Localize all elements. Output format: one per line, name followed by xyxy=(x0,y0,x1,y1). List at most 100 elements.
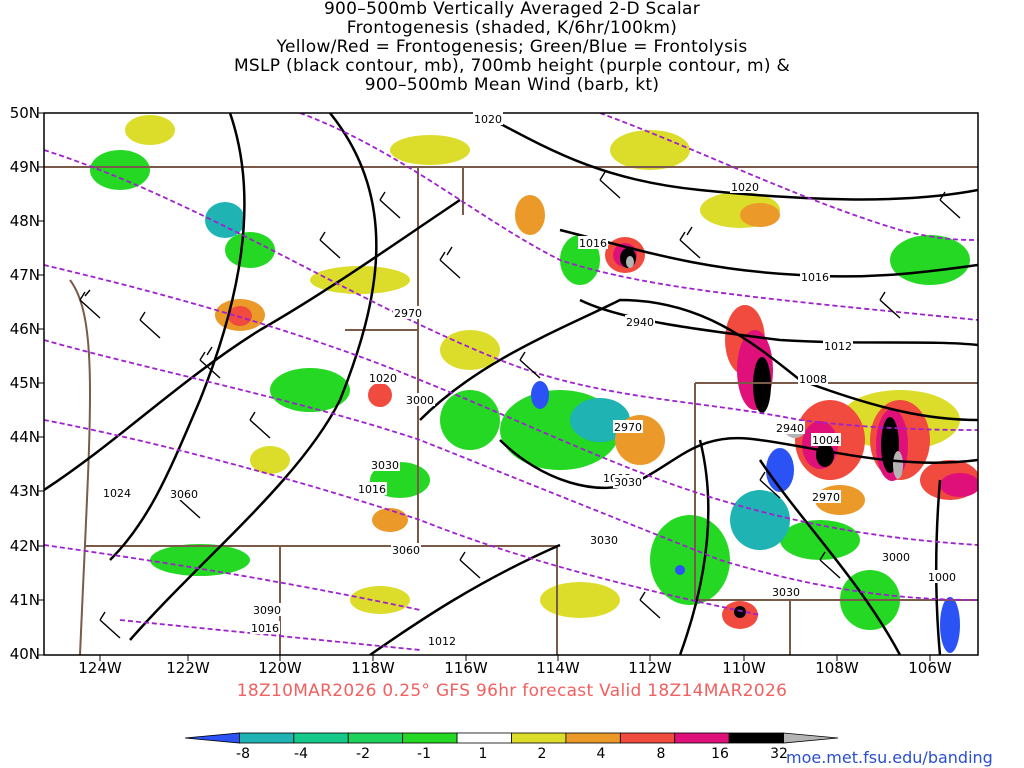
svg-text:2970: 2970 xyxy=(394,307,422,320)
svg-text:1016: 1016 xyxy=(251,622,279,635)
mslp-contour-label: 1008 xyxy=(798,372,828,386)
lon-label: 116W xyxy=(444,659,488,677)
height-contour-label: 2970 xyxy=(613,420,643,434)
colorbar-label: -1 xyxy=(417,746,431,762)
svg-text:2940: 2940 xyxy=(626,316,654,329)
mslp-contour-label: 1000 xyxy=(927,570,957,584)
lon-label: 114W xyxy=(536,659,580,677)
colorbar xyxy=(184,732,839,744)
svg-text:1000: 1000 xyxy=(928,571,956,584)
lon-label: 124W xyxy=(78,659,122,677)
colorbar-swatch xyxy=(728,732,784,744)
colorbar-label: -8 xyxy=(236,746,250,762)
height-contour-label: 3000 xyxy=(881,550,911,564)
mslp-contour-label: 1016 xyxy=(800,270,830,284)
credit-link[interactable]: moe.met.fsu.edu/banding xyxy=(786,748,993,767)
height-contour-label: 3030 xyxy=(771,585,801,599)
height-contour-label: 3060 xyxy=(391,543,421,557)
title-line-4: MSLP (black contour, mb), 700mb height (… xyxy=(233,56,791,76)
colorbar-label: -4 xyxy=(294,746,308,762)
height-contour-label: 3030 xyxy=(613,475,643,489)
height-contour-label: 3000 xyxy=(405,393,435,407)
svg-text:1012: 1012 xyxy=(428,635,456,648)
svg-text:1024: 1024 xyxy=(103,487,131,500)
svg-text:3090: 3090 xyxy=(253,604,281,617)
mslp-contour-label: 1016 xyxy=(357,482,387,496)
height-contour-label: 2970 xyxy=(393,306,423,320)
height-contour-label: 3030 xyxy=(589,533,619,547)
svg-text:1020: 1020 xyxy=(731,181,759,194)
lat-label: 44N xyxy=(9,428,40,446)
mslp-contour-label: 1012 xyxy=(823,339,853,353)
mslp-contour-label: 1024 xyxy=(102,486,132,500)
mslp-contour-label: 1016 xyxy=(578,236,608,250)
contour-label-layer: 1020102010161016101210081004100810201016… xyxy=(102,112,957,648)
svg-text:2940: 2940 xyxy=(776,422,804,435)
lon-label: 112W xyxy=(628,659,672,677)
svg-text:1012: 1012 xyxy=(824,340,852,353)
lat-label: 43N xyxy=(9,482,40,500)
svg-text:3000: 3000 xyxy=(406,394,434,407)
lon-label: 108W xyxy=(815,659,859,677)
mslp-contour-label: 1020 xyxy=(368,371,398,385)
colorbar-label: 4 xyxy=(596,746,606,762)
lon-label: 120W xyxy=(258,659,302,677)
lon-label: 118W xyxy=(351,659,395,677)
height-contour-label: 3030 xyxy=(370,458,400,472)
svg-text:3000: 3000 xyxy=(882,551,910,564)
mslp-contour-label: 1012 xyxy=(427,634,457,648)
title-line-1: 900–500mb Vertically Averaged 2-D Scalar xyxy=(323,0,701,19)
lat-label: 40N xyxy=(9,645,40,663)
lon-label: 110W xyxy=(722,659,766,677)
mslp-contour-label: 1016 xyxy=(250,621,280,635)
svg-text:3060: 3060 xyxy=(170,488,198,501)
colorbar-swatch xyxy=(293,732,349,744)
map-title: 900–500mb Vertically Averaged 2-D Scalar… xyxy=(0,0,1024,95)
lat-label: 46N xyxy=(9,320,40,338)
mslp-contours xyxy=(44,113,978,655)
height-contour-label: 2940 xyxy=(775,421,805,435)
colorbar-label: -2 xyxy=(356,746,370,762)
colorbar-label: 2 xyxy=(537,746,547,762)
svg-text:2970: 2970 xyxy=(614,421,642,434)
colorbar-swatch xyxy=(184,732,240,744)
title-line-3: Yellow/Red = Frontogenesis; Green/Blue =… xyxy=(276,37,748,57)
shading-layer xyxy=(44,113,978,655)
colorbar-swatch xyxy=(511,732,567,744)
height-contour-label: 3060 xyxy=(169,487,199,501)
colorbar-swatch xyxy=(674,732,730,744)
colorbar-label: 16 xyxy=(711,746,729,762)
height-contours xyxy=(44,113,978,651)
title-line-5: 900–500mb Mean Wind (barb, kt) xyxy=(364,75,660,95)
lat-label: 45N xyxy=(9,374,40,392)
lat-label: 47N xyxy=(9,266,40,284)
lon-label: 122W xyxy=(166,659,210,677)
colorbar-swatch xyxy=(402,732,458,744)
colorbar-label: 8 xyxy=(656,746,666,762)
svg-text:3030: 3030 xyxy=(590,534,618,547)
svg-text:3060: 3060 xyxy=(392,544,420,557)
svg-text:3030: 3030 xyxy=(772,586,800,599)
svg-text:2970: 2970 xyxy=(812,491,840,504)
colorbar-swatch xyxy=(347,732,404,744)
svg-text:1008: 1008 xyxy=(799,373,827,386)
lat-label: 41N xyxy=(9,591,40,609)
mslp-contour-label: 1020 xyxy=(730,180,760,194)
height-contour-label: 2940 xyxy=(625,315,655,329)
svg-text:3030: 3030 xyxy=(614,476,642,489)
svg-text:1020: 1020 xyxy=(369,372,397,385)
height-contour-label: 3090 xyxy=(252,603,282,617)
mslp-contour-label: 1020 xyxy=(473,112,503,126)
lat-label: 49N xyxy=(9,158,40,176)
colorbar-swatch xyxy=(239,732,295,744)
colorbar-label: 1 xyxy=(478,746,488,762)
lat-label: 50N xyxy=(9,104,40,122)
colorbar-swatch xyxy=(783,732,839,744)
svg-text:1016: 1016 xyxy=(579,237,607,250)
svg-text:1016: 1016 xyxy=(801,271,829,284)
colorbar-swatch xyxy=(619,732,676,744)
mslp-contour-label: 1004 xyxy=(811,433,841,447)
lon-label: 106W xyxy=(908,659,952,677)
svg-text:3030: 3030 xyxy=(371,459,399,472)
